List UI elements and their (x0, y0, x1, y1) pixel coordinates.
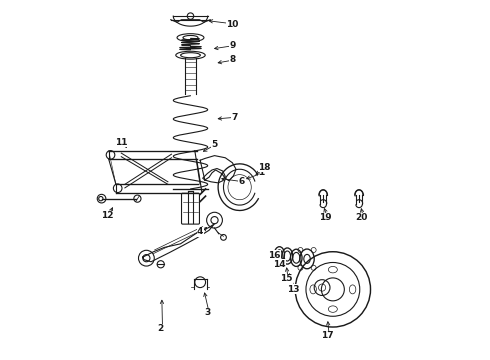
Text: 12: 12 (100, 211, 113, 220)
Text: 5: 5 (211, 140, 218, 149)
Text: 7: 7 (231, 113, 238, 122)
Text: 14: 14 (273, 260, 285, 269)
Text: 8: 8 (229, 55, 236, 64)
Text: 9: 9 (229, 41, 236, 50)
Text: 3: 3 (204, 308, 211, 317)
Text: 13: 13 (287, 285, 300, 294)
Text: 1: 1 (258, 168, 264, 177)
Text: 15: 15 (280, 274, 293, 283)
Text: 11: 11 (115, 138, 127, 147)
Text: 6: 6 (238, 177, 245, 186)
Text: 18: 18 (258, 163, 271, 172)
Text: 4: 4 (197, 228, 203, 237)
Text: 19: 19 (319, 213, 332, 222)
Text: 16: 16 (268, 251, 281, 260)
Text: 17: 17 (321, 332, 334, 341)
Text: 10: 10 (226, 19, 239, 28)
Text: 20: 20 (355, 213, 368, 222)
Text: 2: 2 (158, 324, 164, 333)
